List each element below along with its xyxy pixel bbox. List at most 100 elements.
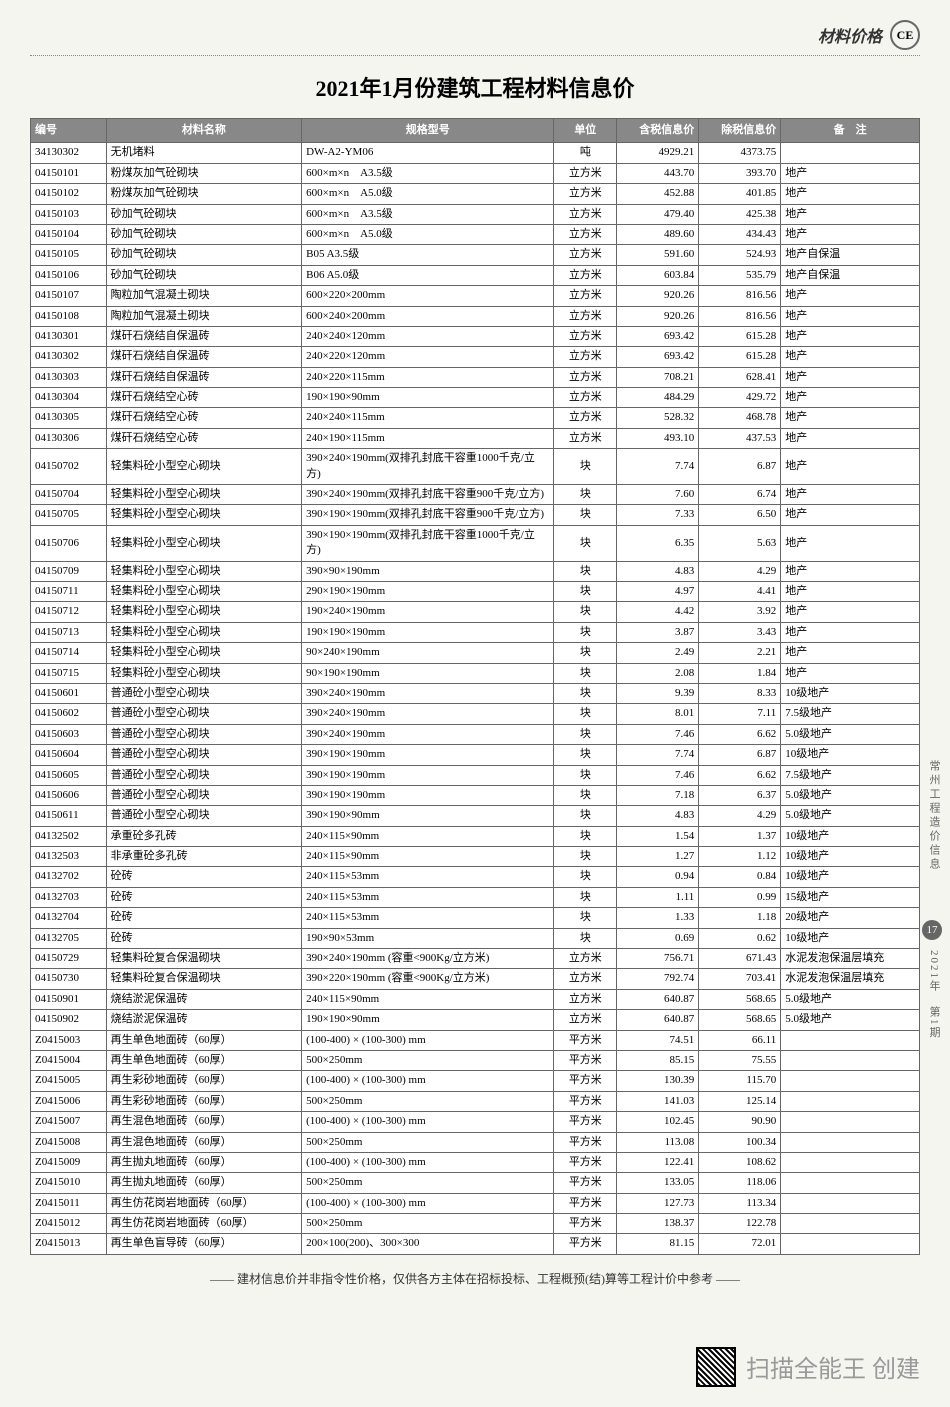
table-row: 04130301煤矸石烧结自保温砖240×240×120mm立方米693.426…: [31, 326, 920, 346]
table-cell: [781, 1173, 920, 1193]
table-cell: 425.38: [699, 204, 781, 224]
table-cell: 5.0级地产: [781, 785, 920, 805]
scan-text: 扫描全能王 创建: [746, 1349, 920, 1384]
table-cell: 5.0级地产: [781, 1010, 920, 1030]
table-cell: 平方米: [554, 1030, 617, 1050]
table-cell: 地产: [781, 286, 920, 306]
table-cell: 04150601: [31, 683, 107, 703]
table-cell: 轻集料砼小型空心砌块: [106, 505, 301, 525]
table-cell: 816.56: [699, 286, 781, 306]
table-cell: 390×90×190mm: [302, 561, 554, 581]
table-row: 04130304煤矸石烧结空心砖190×190×90mm立方米484.29429…: [31, 388, 920, 408]
table-cell: 04150102: [31, 184, 107, 204]
table-cell: 立方米: [554, 286, 617, 306]
table-row: 04150704轻集料砼小型空心砌块390×240×190mm(双排孔封底干容重…: [31, 485, 920, 505]
table-cell: 粉煤灰加气砼砌块: [106, 163, 301, 183]
table-cell: 15级地产: [781, 887, 920, 907]
table-cell: 102.45: [617, 1112, 699, 1132]
table-cell: 115.70: [699, 1071, 781, 1091]
table-row: 04150702轻集料砼小型空心砌块390×240×190mm(双排孔封底干容重…: [31, 449, 920, 485]
table-cell: 600×m×n A3.5级: [302, 204, 554, 224]
table-cell: 90.90: [699, 1112, 781, 1132]
table-cell: Z0415009: [31, 1152, 107, 1172]
table-cell: 4.29: [699, 561, 781, 581]
table-cell: 轻集料砼小型空心砌块: [106, 663, 301, 683]
table-cell: 块: [554, 847, 617, 867]
table-cell: 平方米: [554, 1152, 617, 1172]
th-name: 材料名称: [106, 119, 301, 143]
side-text-1: 常州工程造价信息: [926, 760, 942, 872]
table-cell: 04150729: [31, 949, 107, 969]
table-cell: 5.63: [699, 525, 781, 561]
table-cell: Z0415003: [31, 1030, 107, 1050]
table-cell: 再生混色地面砖（60厚）: [106, 1132, 301, 1152]
table-cell: 轻集料砼小型空心砌块: [106, 622, 301, 642]
table-row: Z0415006再生彩砂地面砖（60厚）500×250mm平方米141.0312…: [31, 1091, 920, 1111]
table-cell: 190×190×90mm: [302, 1010, 554, 1030]
table-cell: 地产: [781, 184, 920, 204]
table-body: 34130302无机堵料DW-A2-YM06吨4929.214373.75041…: [31, 143, 920, 1254]
table-cell: 地产: [781, 622, 920, 642]
table-cell: 04130301: [31, 326, 107, 346]
table-cell: 10级地产: [781, 928, 920, 948]
table-cell: Z0415010: [31, 1173, 107, 1193]
table-cell: 6.62: [699, 765, 781, 785]
table-cell: 轻集料砼小型空心砌块: [106, 525, 301, 561]
table-cell: 04150706: [31, 525, 107, 561]
table-cell: 437.53: [699, 428, 781, 448]
table-cell: 190×190×190mm: [302, 622, 554, 642]
table-cell: 1.33: [617, 908, 699, 928]
table-cell: 砼砖: [106, 928, 301, 948]
table-cell: 434.43: [699, 224, 781, 244]
table-cell: 立方米: [554, 347, 617, 367]
table-cell: 再生单色地面砖（60厚）: [106, 1030, 301, 1050]
table-cell: 3.92: [699, 602, 781, 622]
table-row: Z0415011再生仿花岗岩地面砖（60厚）(100-400) × (100-3…: [31, 1193, 920, 1213]
table-cell: 138.37: [617, 1214, 699, 1234]
table-cell: (100-400) × (100-300) mm: [302, 1112, 554, 1132]
table-cell: 地产: [781, 428, 920, 448]
table-cell: 81.15: [617, 1234, 699, 1254]
table-cell: 立方米: [554, 184, 617, 204]
table-cell: 立方米: [554, 969, 617, 989]
table-cell: 04150702: [31, 449, 107, 485]
table-cell: 04150602: [31, 704, 107, 724]
table-cell: 113.08: [617, 1132, 699, 1152]
table-cell: 190×190×90mm: [302, 388, 554, 408]
table-cell: 块: [554, 724, 617, 744]
table-cell: 401.85: [699, 184, 781, 204]
table-cell: 煤矸石烧结自保温砖: [106, 347, 301, 367]
table-cell: 立方米: [554, 428, 617, 448]
table-row: 04130302煤矸石烧结自保温砖240×220×120mm立方米693.426…: [31, 347, 920, 367]
side-text-2: 2021年 第1期: [926, 950, 942, 1040]
table-cell: 普通砼小型空心砌块: [106, 765, 301, 785]
table-cell: 04132503: [31, 847, 107, 867]
table-cell: (100-400) × (100-300) mm: [302, 1030, 554, 1050]
table-cell: 砼砖: [106, 887, 301, 907]
table-row: 04150902烧结淤泥保温砖190×190×90mm立方米640.87568.…: [31, 1010, 920, 1030]
table-cell: 8.33: [699, 683, 781, 703]
table-row: 04130305煤矸石烧结空心砖240×240×115mm立方米528.3246…: [31, 408, 920, 428]
table-cell: 地产: [781, 561, 920, 581]
table-cell: 535.79: [699, 265, 781, 285]
table-cell: 地产: [781, 581, 920, 601]
table-cell: 地产: [781, 306, 920, 326]
table-cell: 轻集料砼小型空心砌块: [106, 449, 301, 485]
table-cell: 煤矸石烧结自保温砖: [106, 367, 301, 387]
table-cell: 04150711: [31, 581, 107, 601]
table-cell: Z0415008: [31, 1132, 107, 1152]
table-cell: 390×240×190mm: [302, 683, 554, 703]
table-cell: 地产: [781, 449, 920, 485]
table-cell: B05 A3.5级: [302, 245, 554, 265]
table-cell: 1.27: [617, 847, 699, 867]
table-cell: 125.14: [699, 1091, 781, 1111]
table-cell: 地产自保温: [781, 265, 920, 285]
table-cell: 平方米: [554, 1071, 617, 1091]
page-header: 材料价格 CE: [30, 20, 920, 56]
table-cell: 块: [554, 826, 617, 846]
table-cell: 04150106: [31, 265, 107, 285]
table-cell: 7.46: [617, 765, 699, 785]
table-cell: 7.18: [617, 785, 699, 805]
qr-icon: [696, 1347, 736, 1387]
table-cell: (100-400) × (100-300) mm: [302, 1071, 554, 1091]
